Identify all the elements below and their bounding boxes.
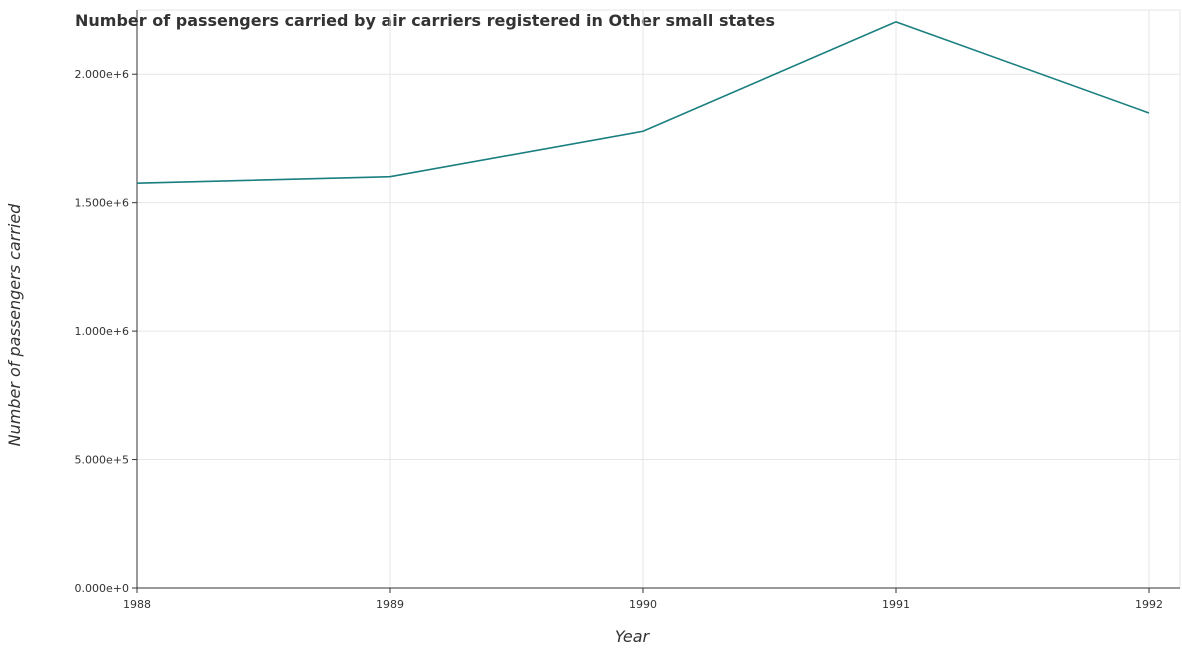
gridlines bbox=[136, 9, 1181, 589]
y-tick-label: 1.500e+6 bbox=[75, 197, 129, 210]
x-axis-ticks: 1988 1989 1990 1991 1992 bbox=[123, 588, 1163, 611]
series-line bbox=[136, 21, 1150, 184]
y-tick-label: 1.000e+6 bbox=[75, 325, 129, 338]
y-tick-label: 5.000e+5 bbox=[75, 454, 129, 467]
y-axis-ticks: 0.000e+0 5.000e+5 1.000e+6 1.500e+6 2.000e+6 bbox=[75, 68, 137, 595]
x-tick-label: 1988 bbox=[123, 598, 151, 611]
x-axis-label: Year bbox=[615, 627, 651, 646]
x-tick-label: 1990 bbox=[629, 598, 657, 611]
chart-title: Number of passengers carried by air carr… bbox=[75, 11, 775, 30]
x-tick-label: 1991 bbox=[882, 598, 910, 611]
x-tick-label: 1992 bbox=[1135, 598, 1163, 611]
x-tick-label: 1989 bbox=[376, 598, 404, 611]
y-axis-label: Number of passengers carried bbox=[5, 203, 24, 447]
y-tick-label: 2.000e+6 bbox=[75, 68, 129, 81]
y-tick-label: 0.000e+0 bbox=[75, 582, 129, 595]
series-layer bbox=[136, 21, 1150, 184]
